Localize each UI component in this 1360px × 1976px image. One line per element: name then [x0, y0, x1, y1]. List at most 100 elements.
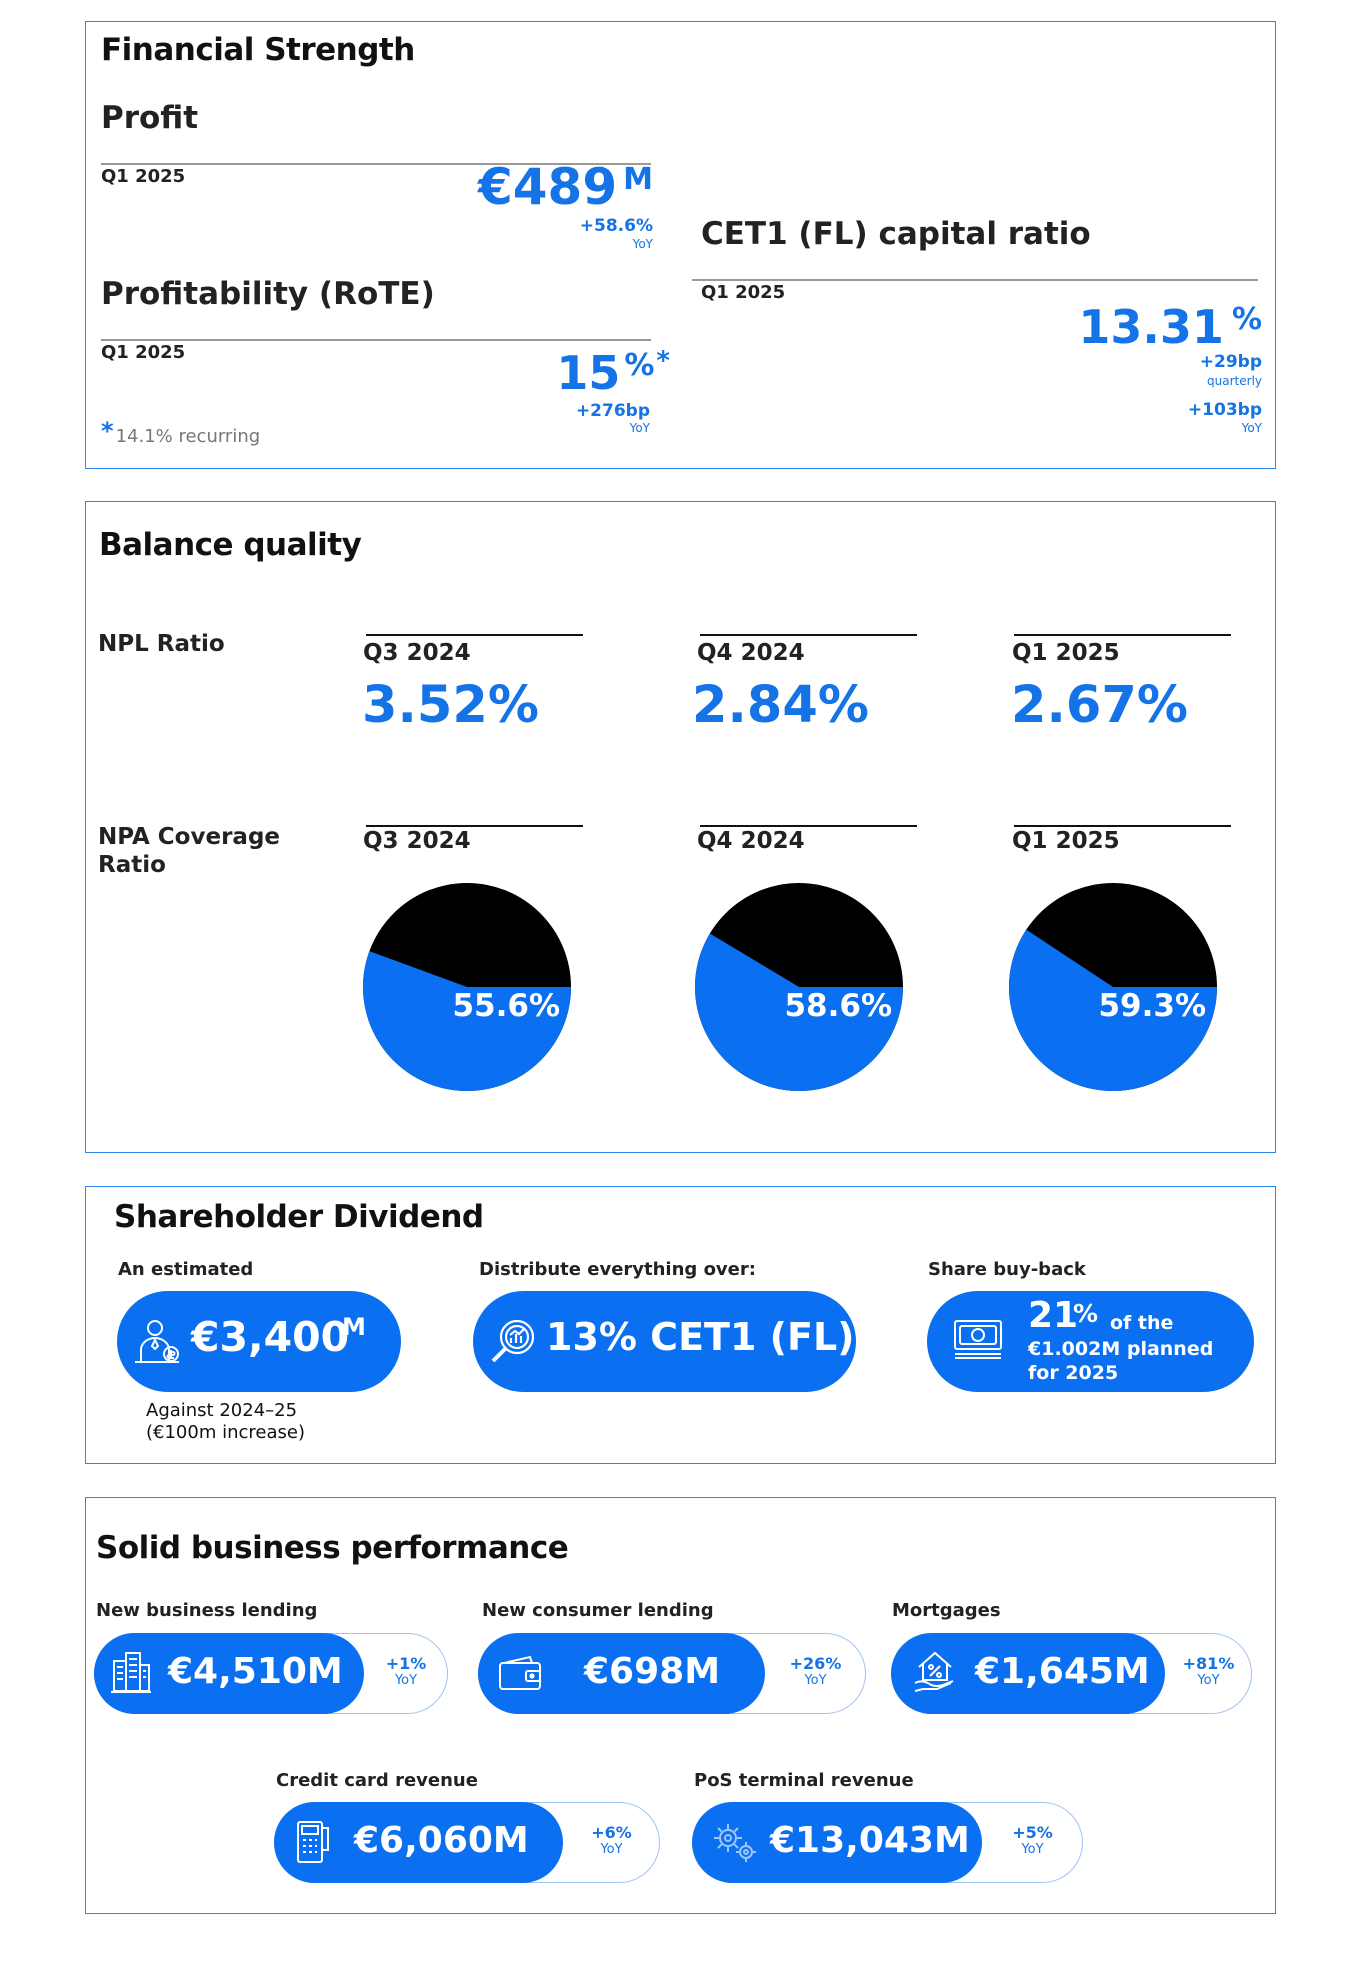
banknote-icon [954, 1320, 1002, 1359]
credit-card-change: +6% [591, 1823, 632, 1842]
mortgages-change: +81% [1182, 1654, 1235, 1673]
cet1-change-quarterly: +29bp [1199, 352, 1262, 372]
credit-card-value: €6,060M [354, 1820, 529, 1861]
npa-coverage-label-line2: Ratio [98, 852, 166, 878]
npl-ratio-label: NPL Ratio [98, 631, 225, 657]
npl-divider-1 [366, 634, 583, 636]
npa-divider-1 [366, 825, 583, 827]
shareholder-dividend-title: Shareholder Dividend [114, 1199, 484, 1235]
profit-value: €489 [477, 158, 618, 216]
npa-coverage-label: NPA Coverage Ratio [98, 823, 280, 879]
buyback-value: 21 [1028, 1295, 1079, 1336]
house-percent-icon [914, 1651, 954, 1692]
rote-footnote-text: 14.1% recurring [115, 426, 261, 447]
cet1-change-yoy: +103bp [1187, 400, 1262, 420]
rote-value-group: 15 % * [556, 346, 670, 400]
rote-change: +276bp [575, 401, 650, 421]
distribute-pill: 13% CET1 (FL) [473, 1291, 856, 1392]
estimated-note-line1: Against 2024–25 [146, 1400, 298, 1421]
consumer-lending-pill: €698M [478, 1633, 765, 1714]
rote-footnote-marker: * [101, 417, 114, 445]
npl-value-1: 3.52% [362, 676, 539, 735]
buyback-unit: % [1073, 1299, 1099, 1328]
pie-data-label: 55.6% [452, 988, 560, 1024]
npl-period-1: Q3 2024 [363, 640, 471, 666]
cet1-unit: % [1231, 302, 1262, 337]
pos-terminal-change-label: YoY [1021, 1842, 1044, 1857]
business-lending-value: €4,510M [168, 1651, 343, 1692]
estimated-value: €3,400 [191, 1313, 350, 1361]
npa-divider-3 [1014, 825, 1231, 827]
rote-title: Profitability (RoTE) [101, 276, 435, 312]
distribute-value: 13% CET1 (FL) [546, 1315, 855, 1359]
financial-strength-title: Financial Strength [101, 32, 415, 68]
profit-period: Q1 2025 [101, 166, 186, 187]
consumer-lending-change: +26% [789, 1654, 842, 1673]
consumer-lending-change-label: YoY [804, 1673, 827, 1688]
rote-footnote: * 14.1% recurring [101, 417, 261, 447]
pie-data-label: 58.6% [784, 988, 892, 1024]
buyback-line2: €1.002M planned [1028, 1338, 1214, 1360]
business-performance-title: Solid business performance [96, 1530, 569, 1566]
cet1-title: CET1 (FL) capital ratio [701, 216, 1091, 252]
credit-card-label: Credit card revenue [276, 1770, 478, 1791]
business-lending-pill: €4,510M [94, 1633, 364, 1714]
investor-icon [135, 1320, 179, 1363]
pos-terminal-value: €13,043M [770, 1820, 970, 1861]
npl-divider-3 [1014, 634, 1231, 636]
npa-divider-2 [700, 825, 917, 827]
estimated-label: An estimated [118, 1259, 254, 1280]
npa-period-3: Q1 2025 [1012, 828, 1120, 854]
credit-card-pill: €6,060M [274, 1802, 563, 1883]
npa-pie-chart-1: 55.6% [363, 883, 571, 1091]
npl-period-2: Q4 2024 [697, 640, 805, 666]
cet1-period: Q1 2025 [701, 282, 786, 303]
npa-coverage-label-line1: NPA Coverage [98, 824, 281, 850]
estimated-note: Against 2024–25 (€100m increase) [146, 1400, 305, 1444]
estimated-unit: M [342, 1313, 366, 1341]
rote-unit: % [624, 348, 655, 383]
balance-quality-title: Balance quality [99, 527, 362, 563]
pie-data-label: 59.3% [1098, 988, 1206, 1024]
estimated-pill: €3,400 M [117, 1291, 401, 1392]
credit-card-change-label: YoY [600, 1842, 623, 1857]
rote-period: Q1 2025 [101, 342, 186, 363]
pos-terminal-pill: €13,043M [692, 1802, 982, 1883]
profit-change: +58.6% [579, 216, 653, 236]
npa-pie-chart-3: 59.3% [1009, 883, 1217, 1091]
buyback-suffix: of the [1110, 1312, 1174, 1334]
mortgages-pill: €1,645M [891, 1633, 1165, 1714]
estimated-note-line2: (€100m increase) [146, 1422, 305, 1443]
cet1-divider [692, 279, 1258, 281]
cet1-value: 13.31 [1078, 300, 1224, 354]
calculator-card-icon [297, 1821, 329, 1863]
npl-divider-2 [700, 634, 917, 636]
buildings-icon [111, 1652, 151, 1693]
buyback-pill: 21 % of the €1.002M planned for 2025 [927, 1291, 1254, 1392]
pos-terminal-change: +5% [1012, 1823, 1053, 1842]
buyback-label: Share buy-back [928, 1259, 1086, 1280]
gears-icon [714, 1824, 756, 1862]
wallet-icon [499, 1655, 541, 1690]
profit-unit: M [623, 162, 653, 197]
cet1-change-quarterly-label: quarterly [1207, 374, 1262, 388]
distribute-label: Distribute everything over: [479, 1259, 756, 1280]
profit-value-group: €489 M [478, 158, 653, 216]
pos-terminal-label: PoS terminal revenue [694, 1770, 914, 1791]
mortgages-label: Mortgages [892, 1600, 1001, 1621]
consumer-lending-label: New consumer lending [482, 1600, 714, 1621]
rote-marker: * [656, 346, 670, 376]
business-lending-change-label: YoY [394, 1673, 418, 1688]
cet1-value-group: 13.31 % [1078, 300, 1262, 354]
rote-divider [101, 339, 651, 341]
business-lending-label: New business lending [96, 1600, 318, 1621]
buyback-line3: for 2025 [1028, 1362, 1119, 1384]
pie-slice-coverage [1009, 929, 1217, 1091]
rote-value: 15 [556, 346, 621, 400]
consumer-lending-value: €698M [584, 1651, 721, 1692]
npl-value-3: 2.67% [1011, 676, 1188, 735]
rote-change-label: YoY [629, 421, 650, 435]
npa-pie-chart-2: 58.6% [695, 883, 903, 1091]
npl-value-2: 2.84% [692, 676, 869, 735]
profit-divider [101, 163, 651, 165]
